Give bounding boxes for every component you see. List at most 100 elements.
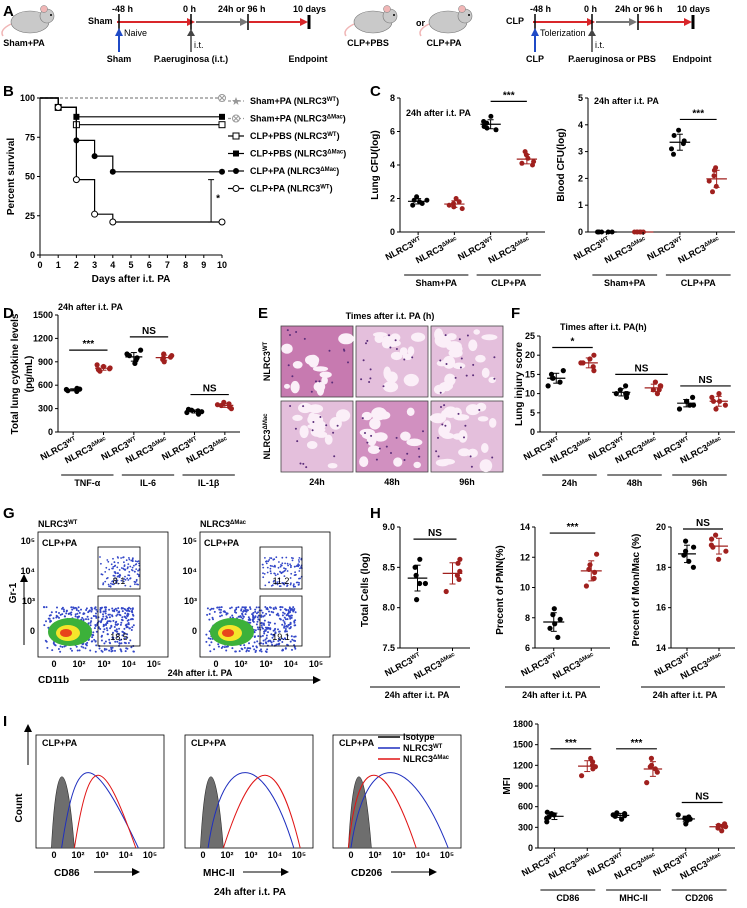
data-point bbox=[457, 568, 463, 575]
histology-image bbox=[355, 400, 429, 473]
y-axis-label: MFI bbox=[502, 777, 513, 794]
y-tick-label: 6 bbox=[525, 643, 530, 653]
group-label: TNF-α bbox=[74, 478, 100, 488]
y-tick-label: 25 bbox=[25, 211, 35, 221]
data-point bbox=[671, 133, 677, 138]
flow-title: NLRC3WT bbox=[38, 519, 78, 529]
histogram-x-tick: 10⁵ bbox=[440, 850, 454, 860]
gate-percent: 11.2 bbox=[273, 576, 290, 586]
x-tick-label: 4 bbox=[110, 260, 115, 270]
histology-row-label: NLRC3WT bbox=[262, 341, 272, 381]
histology-col-label: 48h bbox=[384, 477, 400, 487]
mouse-label: Sham+PA bbox=[3, 38, 45, 48]
y-tick-label: 1 bbox=[578, 200, 583, 210]
histology-image bbox=[430, 325, 504, 398]
legend-entry: Sham+PA (NLRC3WT) bbox=[250, 96, 339, 106]
x-genotype-label: NLRC3ΔMac bbox=[487, 235, 533, 266]
data-point bbox=[690, 394, 696, 400]
data-point bbox=[713, 165, 719, 171]
y-axis-label: Lung injury score bbox=[514, 342, 525, 426]
survival-marker bbox=[232, 97, 240, 105]
y-tick-label: 14 bbox=[520, 522, 530, 532]
y-tick-label: 1200 bbox=[33, 333, 53, 343]
data-point bbox=[138, 347, 144, 353]
arrow-label: P.aeruginosa (i.t.) bbox=[154, 54, 228, 64]
y-tick-label: 900 bbox=[38, 357, 53, 367]
data-point bbox=[531, 159, 537, 165]
flow-x-tick: 10³ bbox=[97, 659, 110, 669]
data-point bbox=[716, 391, 722, 397]
arrow-label: Sham bbox=[107, 54, 132, 64]
data-point bbox=[481, 119, 487, 124]
survival-marker bbox=[91, 210, 99, 218]
data-point bbox=[594, 551, 600, 557]
wt-histogram bbox=[350, 772, 449, 849]
histogram-legend-entry: Isotype bbox=[403, 732, 435, 742]
flow-density-core bbox=[222, 629, 234, 637]
flow-condition: CLP+PA bbox=[42, 538, 78, 548]
flow-y-tick: 10⁵ bbox=[21, 536, 35, 546]
x-axis-label: Days after i.t. PA bbox=[92, 274, 171, 285]
legend-entry: CLP+PA (NLRC3WT) bbox=[250, 184, 333, 194]
survival-marker bbox=[232, 185, 240, 192]
data-point bbox=[412, 564, 418, 570]
panel-letter-h: H bbox=[370, 505, 381, 522]
y-tick-label: 8.0 bbox=[382, 603, 395, 613]
data-point bbox=[656, 387, 662, 393]
x-tick-label: 9 bbox=[201, 260, 206, 270]
data-point bbox=[587, 562, 593, 568]
panel-title: Times after i.t. PA(h) bbox=[560, 322, 647, 332]
wt-histogram bbox=[61, 772, 139, 849]
histogram-x-tick: 10⁵ bbox=[143, 850, 157, 860]
flow-x-tick: 10⁴ bbox=[284, 659, 298, 669]
arrow-label: Endpoint bbox=[673, 54, 712, 64]
y-tick-label: 900 bbox=[518, 781, 533, 791]
histogram-x-tick: 10² bbox=[220, 850, 233, 860]
y-tick-label: 5 bbox=[530, 408, 535, 418]
data-point bbox=[545, 383, 551, 389]
survival-marker bbox=[232, 132, 240, 140]
data-point bbox=[555, 634, 561, 641]
y-axis-label: Total lung cytokine levels bbox=[10, 313, 21, 434]
time-label: 0 h bbox=[183, 4, 196, 14]
time-label: 10 days bbox=[677, 4, 710, 14]
data-point bbox=[709, 394, 715, 400]
naive-label: Naive bbox=[124, 28, 147, 38]
data-point bbox=[676, 127, 682, 133]
data-point bbox=[214, 402, 221, 408]
sig-label: NS bbox=[699, 375, 713, 386]
y-tick-label: 0 bbox=[390, 227, 395, 237]
group-label: Sham+PA bbox=[415, 278, 457, 288]
panel-title: Times after i.t. PA (h) bbox=[346, 311, 435, 321]
data-point bbox=[455, 560, 461, 566]
y-tick-label: 18 bbox=[656, 562, 666, 572]
survival-marker bbox=[91, 153, 98, 160]
data-point bbox=[422, 580, 428, 587]
data-point bbox=[106, 366, 113, 372]
data-point bbox=[683, 538, 689, 544]
arrow-head bbox=[313, 676, 321, 684]
flow-x-tick: 10⁴ bbox=[122, 659, 136, 669]
data-point bbox=[713, 406, 719, 412]
group-label: Sham+PA bbox=[604, 278, 646, 288]
legend-entry: Sham+PA (NLRC3ΔMac) bbox=[250, 114, 346, 124]
group-label: 24h after i.t. PA bbox=[653, 690, 718, 700]
y-tick-label: 1200 bbox=[513, 760, 533, 770]
data-point bbox=[711, 173, 717, 179]
panel-letter-b: B bbox=[3, 83, 14, 100]
y-tick-label: 0 bbox=[30, 250, 35, 260]
y-tick-label: 6 bbox=[390, 127, 395, 137]
data-point bbox=[647, 764, 653, 770]
mouse-icon-sham-pa bbox=[1, 5, 55, 37]
mac-histogram bbox=[347, 774, 417, 849]
data-point bbox=[546, 814, 552, 820]
histogram-legend-entry: NLRC3ΔMac bbox=[403, 754, 450, 764]
y-tick-label: 1500 bbox=[513, 740, 533, 750]
flow-y-tick: 0 bbox=[30, 626, 35, 636]
data-point bbox=[710, 189, 715, 195]
histogram-x-tick: 10⁴ bbox=[268, 850, 282, 860]
sig-star: *** bbox=[82, 339, 94, 350]
flow-x-tick: 10⁵ bbox=[309, 659, 323, 669]
data-point bbox=[459, 206, 465, 212]
arrow-head bbox=[587, 18, 595, 26]
